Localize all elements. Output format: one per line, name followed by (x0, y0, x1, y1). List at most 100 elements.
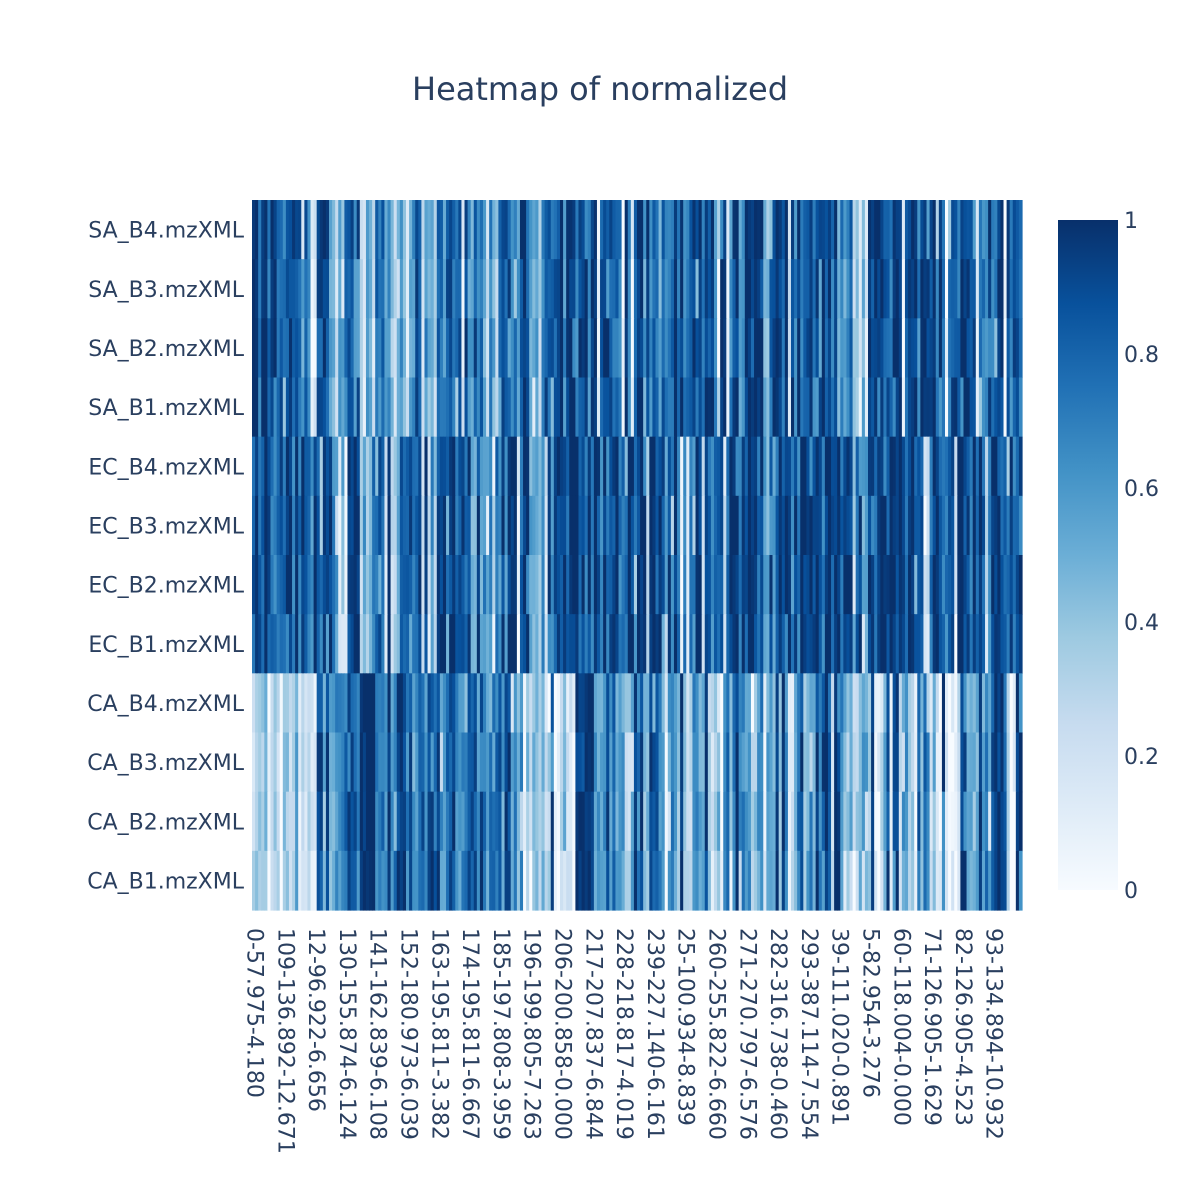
heatmap-cell (1000, 614, 1005, 674)
heatmap-cell (960, 732, 965, 793)
heatmap-cell (892, 436, 897, 497)
heatmap-cell (846, 495, 851, 556)
heatmap-cell (655, 377, 660, 438)
heatmap-cell (264, 614, 268, 674)
heatmap-cell (350, 555, 355, 615)
heatmap-cell (904, 436, 909, 497)
heatmap-cell (720, 259, 724, 319)
heatmap-cell (818, 318, 823, 379)
heatmap-cell (252, 377, 256, 438)
colorbar-tick-label: 0.2 (1124, 745, 1159, 770)
heatmap-cell (566, 436, 570, 497)
heatmap-cell (735, 673, 740, 734)
heatmap-cell (991, 200, 995, 260)
heatmap-cell (560, 555, 564, 615)
heatmap-cell (849, 850, 854, 911)
heatmap-cell (732, 259, 737, 319)
heatmap-cell (553, 555, 558, 615)
heatmap-cell (723, 495, 727, 556)
heatmap-cell (895, 555, 900, 615)
heatmap-cell (868, 673, 872, 734)
heatmap-cell (470, 850, 475, 911)
heatmap-cell (945, 614, 949, 674)
heatmap-cell (322, 791, 327, 852)
heatmap-cell (615, 850, 620, 911)
heatmap-cell (621, 318, 626, 379)
heatmap-cell (812, 673, 817, 734)
heatmap-cell (812, 318, 817, 379)
heatmap-cell (726, 259, 730, 319)
heatmap-cell (695, 614, 700, 674)
heatmap-cell (806, 614, 811, 674)
heatmap-cell (415, 318, 419, 379)
heatmap-cell (938, 673, 943, 734)
heatmap-cell (935, 673, 940, 734)
heatmap-cell (316, 495, 321, 556)
heatmap-cell (535, 377, 540, 438)
heatmap-cell (288, 673, 293, 734)
heatmap-cell (917, 732, 921, 793)
heatmap-cell (883, 377, 888, 438)
heatmap-cell (877, 614, 881, 674)
heatmap-cell (981, 436, 986, 497)
heatmap-cell (637, 377, 641, 438)
heatmap-cell (409, 614, 413, 674)
heatmap-cell (803, 377, 807, 438)
heatmap-cell (834, 436, 838, 497)
heatmap-cell (846, 259, 851, 319)
heatmap-cell (914, 436, 918, 497)
heatmap-cell (393, 555, 398, 615)
heatmap-cell (492, 850, 496, 911)
heatmap-cell (824, 495, 829, 556)
heatmap-cell (901, 377, 906, 438)
heatmap-cell (387, 673, 392, 734)
heatmap-cell (874, 259, 878, 319)
heatmap-cell (615, 732, 620, 793)
heatmap-cell (504, 614, 509, 674)
heatmap-cell (538, 200, 543, 260)
heatmap-cell (590, 791, 595, 852)
heatmap-cell (652, 791, 657, 852)
colorbar-tick-label: 0.8 (1124, 343, 1159, 368)
heatmap-cell (510, 850, 515, 911)
heatmap-cell (932, 318, 937, 379)
heatmap-cell (529, 495, 533, 556)
heatmap-cell (439, 436, 444, 497)
heatmap-cell (449, 436, 453, 497)
heatmap-cell (470, 377, 475, 438)
heatmap-cell (849, 555, 854, 615)
heatmap-cell (834, 555, 838, 615)
heatmap-cell (276, 555, 281, 615)
heatmap-cell (701, 555, 706, 615)
heatmap-cell (486, 436, 490, 497)
heatmap-cell (329, 259, 333, 319)
heatmap-cell (606, 259, 610, 319)
heatmap-cell (754, 673, 758, 734)
heatmap-cell (892, 732, 897, 793)
heatmap-cell (553, 495, 558, 556)
heatmap-cell (541, 614, 546, 674)
heatmap-cell (898, 377, 903, 438)
heatmap-cell (698, 377, 703, 438)
heatmap-cell (310, 614, 315, 674)
heatmap-cell (556, 377, 561, 438)
heatmap-cell (831, 200, 835, 260)
heatmap-cell (809, 495, 814, 556)
heatmap-cell (575, 614, 580, 674)
heatmap-cell (1006, 318, 1011, 379)
heatmap-cell (812, 732, 817, 793)
heatmap-cell (615, 436, 620, 497)
heatmap-cell (781, 555, 786, 615)
heatmap-cell (960, 673, 965, 734)
heatmap-cell (864, 436, 869, 497)
heatmap-cell (911, 318, 915, 379)
heatmap-cell (350, 259, 355, 319)
heatmap-cell (344, 495, 349, 556)
heatmap-cell (637, 318, 641, 379)
heatmap-cell (584, 495, 589, 556)
heatmap-cell (818, 436, 823, 497)
heatmap-cell (418, 673, 422, 734)
heatmap-cell (399, 377, 404, 438)
heatmap-cell (510, 318, 515, 379)
heatmap-cell (541, 495, 546, 556)
